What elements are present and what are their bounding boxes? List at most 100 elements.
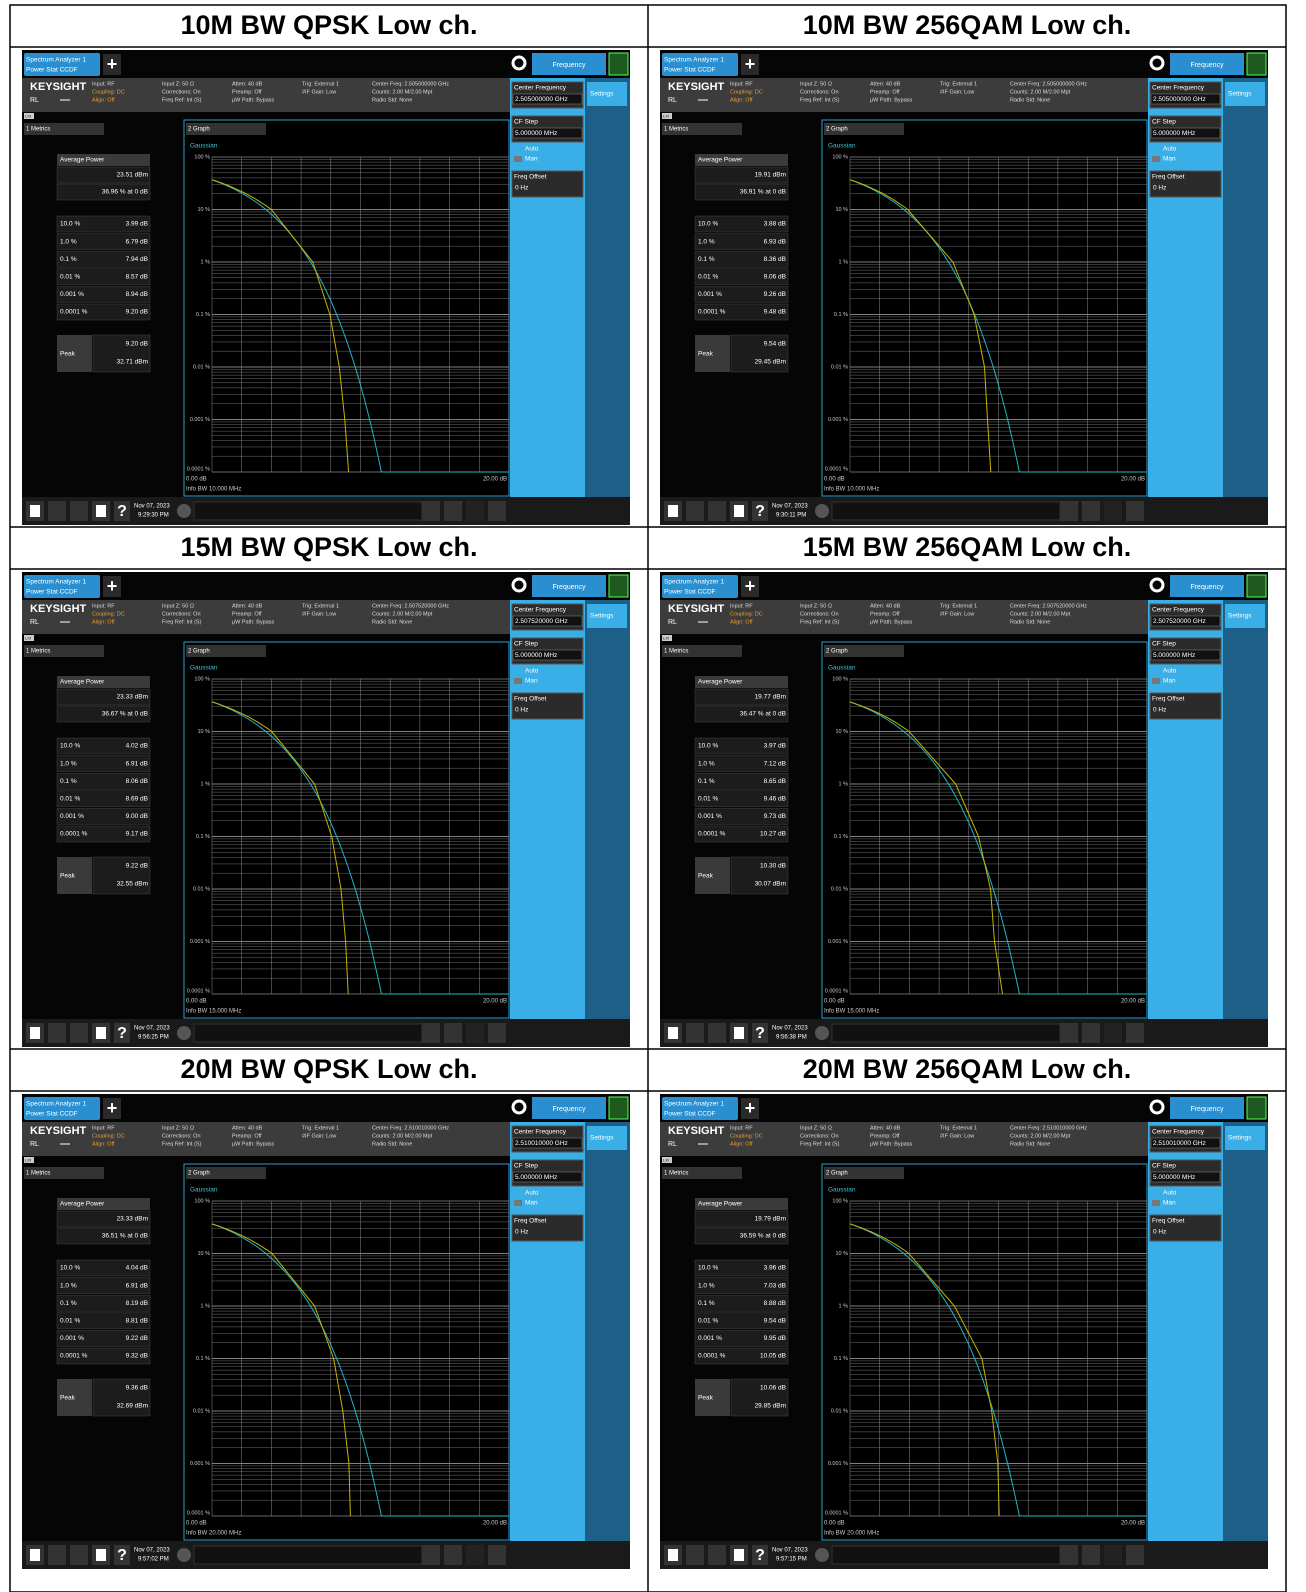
man-label: Man xyxy=(525,678,538,685)
menu-label: Frequency xyxy=(552,1106,586,1113)
header-info: Trig: External 1 xyxy=(302,603,339,609)
measured-curve xyxy=(211,1223,351,1517)
status-icon xyxy=(608,1096,629,1120)
help-icon xyxy=(752,1023,768,1043)
level-label: 1.0 % xyxy=(698,1282,715,1289)
avg-value-box xyxy=(694,688,789,706)
freq-offset-value: 0 Hz xyxy=(515,1229,528,1236)
settings-label: Settings xyxy=(1228,91,1252,98)
level-box xyxy=(694,755,789,772)
level-value: 3.96 dB xyxy=(764,1265,786,1272)
y-axis-label: 10 % xyxy=(197,729,210,735)
level-label: 0.001 % xyxy=(60,291,84,298)
menu-button xyxy=(1170,1097,1244,1119)
level-box xyxy=(694,1277,789,1294)
auto-indicator xyxy=(1152,1190,1160,1196)
taskbar-icon xyxy=(488,1023,506,1043)
y-axis-label: 0.001 % xyxy=(190,939,210,945)
gear-icon xyxy=(1149,55,1165,71)
header-info: Input: RF xyxy=(92,81,115,87)
peak-label: Peak xyxy=(698,351,714,358)
measured-curve xyxy=(211,701,349,995)
level-value: 6.91 dB xyxy=(126,1282,148,1289)
level-value: 8.36 dB xyxy=(764,256,786,263)
level-box xyxy=(56,303,151,321)
header-info: Trig: External 1 xyxy=(302,81,339,87)
y-axis-label: 10 % xyxy=(835,729,848,735)
peak-db: 10.30 dB xyxy=(760,863,786,870)
y-axis-label: 100 % xyxy=(832,154,848,160)
metrics-menu xyxy=(24,123,104,135)
graph-menu-label: 2 Graph xyxy=(826,649,848,655)
metrics-menu-label: 1 Metrics xyxy=(26,127,50,133)
level-value: 9.17 dB xyxy=(126,831,148,838)
header-info: #IF Gain: Low xyxy=(302,1133,336,1139)
x-axis-start: 0.00 dB xyxy=(186,477,207,483)
status-icon xyxy=(1246,52,1267,76)
level-value: 10.27 dB xyxy=(760,831,786,838)
avg-power: 19.79 dBm xyxy=(755,1216,786,1223)
x-axis-start: 0.00 dB xyxy=(186,999,207,1005)
x-axis-start: 0.00 dB xyxy=(186,1521,207,1527)
freq-offset-label: Freq Offset xyxy=(514,696,547,703)
center-frequency-value-box xyxy=(512,93,583,105)
avg-label-box xyxy=(695,154,788,166)
taskbar-icon xyxy=(422,1545,440,1565)
level-value: 9.95 dB xyxy=(764,1335,786,1342)
windows-icon xyxy=(30,1027,40,1039)
header-info: Input Z: 50 Ω xyxy=(162,81,194,87)
gaussian-curve xyxy=(211,701,509,995)
lxi-label: LXI xyxy=(663,636,669,641)
header-info: Input: RF xyxy=(92,1125,115,1131)
add-button xyxy=(741,576,759,597)
cf-step-value: 5.000000 MHz xyxy=(515,652,557,659)
cf-step-label: CF Step xyxy=(1152,119,1176,126)
taskbar-icon xyxy=(466,1545,484,1565)
add-icon: + xyxy=(107,54,118,74)
freq-offset-label: Freq Offset xyxy=(1152,174,1185,181)
peak-dbm: 30.07 dBm xyxy=(755,881,786,888)
header-info: µW Path: Bypass xyxy=(232,1141,275,1147)
add-icon: + xyxy=(745,1098,756,1118)
status-icon xyxy=(608,574,629,598)
man-label: Man xyxy=(525,1200,538,1207)
lxi-label: LXI xyxy=(663,114,669,119)
level-value: 9.54 dB xyxy=(764,1318,786,1325)
level-label: 1.0 % xyxy=(698,760,715,767)
add-button xyxy=(103,54,121,75)
graph-pane xyxy=(821,641,1148,1019)
level-label: 1.0 % xyxy=(60,1282,77,1289)
settings-label: Settings xyxy=(590,91,614,98)
level-box xyxy=(56,1347,151,1365)
doc-icon xyxy=(734,505,744,517)
side-softkeys xyxy=(510,78,585,497)
avg-label-box xyxy=(695,676,788,688)
level-value: 3.99 dB xyxy=(126,221,148,228)
man-label: Man xyxy=(1163,1200,1176,1207)
man-indicator xyxy=(1152,678,1160,684)
y-axis-label: 0.001 % xyxy=(190,1461,210,1467)
date: Nov 07, 2023 xyxy=(134,1026,170,1032)
cf-step-value-box xyxy=(1150,1171,1221,1183)
menu-button xyxy=(1170,575,1244,597)
taskbar-icon xyxy=(1082,501,1100,521)
taskbar-icon xyxy=(48,1545,66,1565)
header-info: Input Z: 50 Ω xyxy=(162,603,194,609)
center-frequency-label: Center Frequency xyxy=(514,85,567,92)
menu-label: Frequency xyxy=(1190,62,1224,69)
side-softkeys xyxy=(1148,1122,1223,1541)
cf-step-value-box xyxy=(512,1171,583,1183)
help-glyph: ? xyxy=(117,503,127,520)
cf-step-value: 5.000000 MHz xyxy=(515,1174,557,1181)
man-label: Man xyxy=(1163,156,1176,163)
graph-pane xyxy=(183,119,510,497)
mode-tab-label: Spectrum Analyzer 1 xyxy=(664,1101,724,1108)
avg-percent: 36.67 % at 0 dB xyxy=(102,711,148,718)
status-icon xyxy=(608,52,629,76)
header-info: Center Freq: 2.505000000 GHz xyxy=(1010,81,1087,87)
add-icon: + xyxy=(745,576,756,596)
avg-power: 23.33 dBm xyxy=(117,694,148,701)
lxi-badge xyxy=(662,113,672,119)
y-axis-label: 0.001 % xyxy=(828,1461,848,1467)
avg-power: 23.33 dBm xyxy=(117,1216,148,1223)
